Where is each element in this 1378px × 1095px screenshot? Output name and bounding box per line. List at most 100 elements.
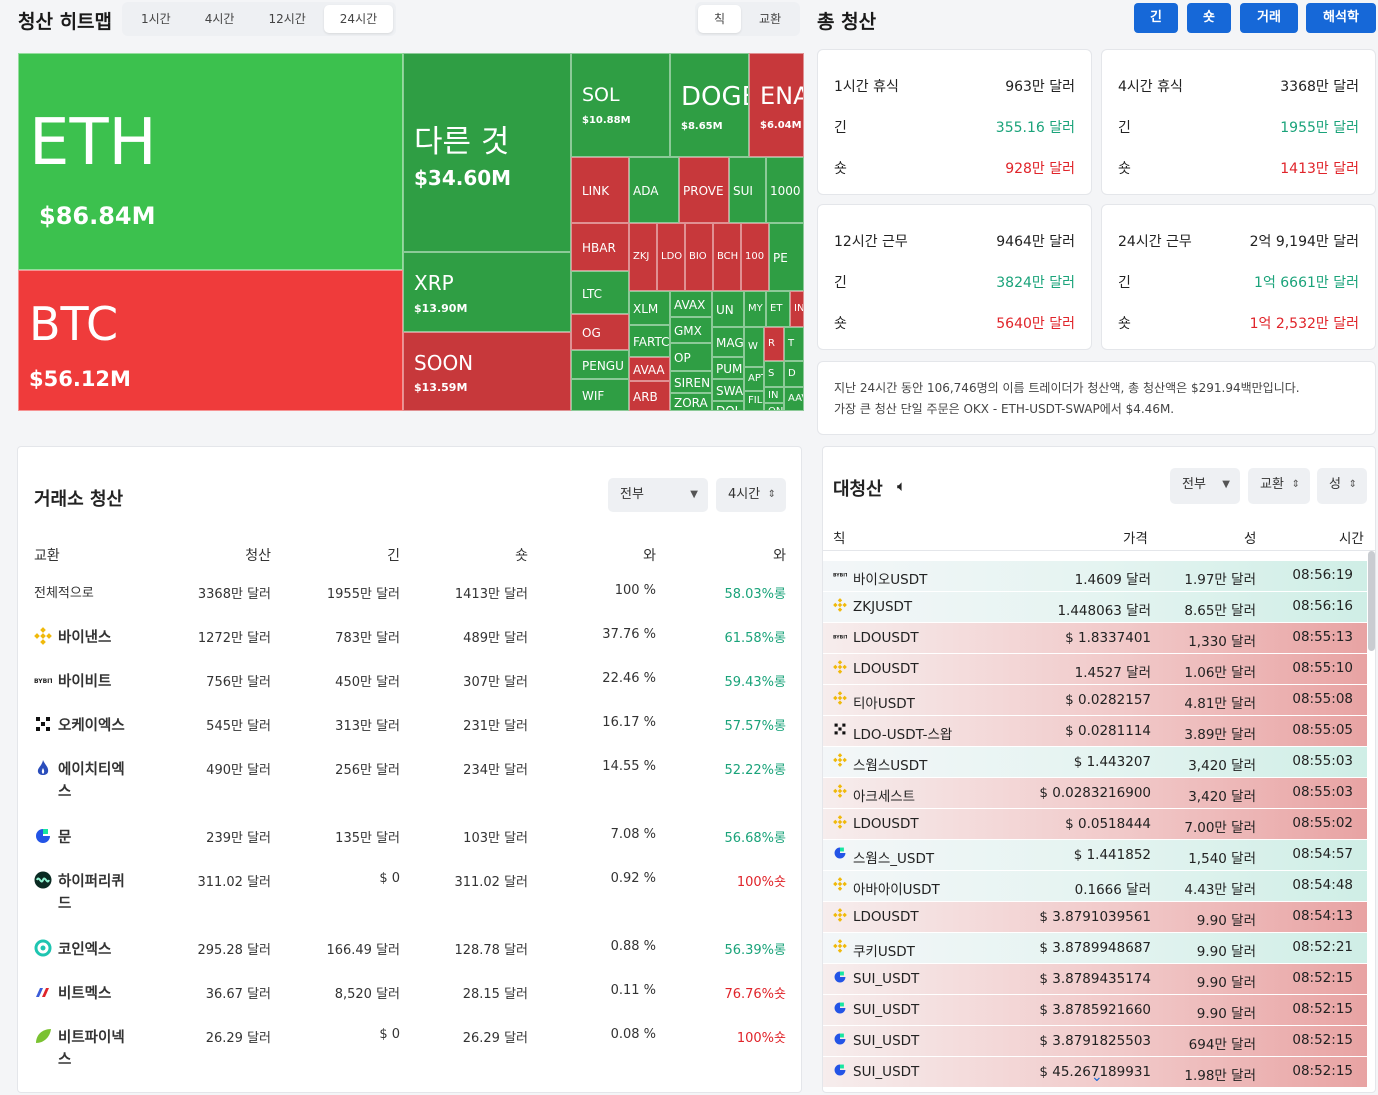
tab-1h[interactable]: 1시간 [141, 12, 171, 26]
tile-small-9[interactable]: BCH [713, 223, 741, 291]
list-item[interactable]: LDOUSDT $ 0.0518444 7.00만 달러 08:55:02 [823, 809, 1367, 840]
list-item[interactable]: LDOUSDT 1.4527 달러 1.06만 달러 08:55:10 [823, 654, 1367, 685]
tile-small-8[interactable]: BIO [685, 223, 713, 291]
table-row[interactable]: 에이치티엑스 490만 달러 256만 달러 234만 달러 14.55 % 5… [34, 751, 786, 819]
tile-small-30[interactable]: S [764, 361, 784, 387]
table-row[interactable]: 오케이엑스 545만 달러 313만 달러 231만 달러 16.17 % 57… [34, 707, 786, 751]
tile-small-7[interactable]: LDO [657, 223, 685, 291]
tab-12h[interactable]: 12시간 [268, 12, 306, 26]
tile-soon[interactable]: SOON $13.59M [403, 332, 571, 411]
tile-small-18[interactable]: IN [790, 291, 804, 327]
tile-eth[interactable]: ETH $86.84M [18, 53, 403, 270]
tile-small-27[interactable]: OP [670, 343, 712, 371]
list-item[interactable]: SUI_USDT $ 3.8791825503 694만 달러 08:52:15 [823, 1026, 1367, 1057]
tile-other[interactable]: 다른 것 $34.60M [403, 53, 571, 252]
tile-small-16[interactable]: MY [744, 291, 766, 327]
toggle-coin[interactable]: 칙 [698, 5, 742, 33]
tile-small-20[interactable]: FARTC [629, 325, 670, 357]
list-item[interactable]: 티아USDT $ 0.0282157 4.81만 달러 08:55:08 [823, 685, 1367, 716]
list-item[interactable]: BYBIT 바이오USDT 1.4609 달러 1.97만 달러 08:56:1… [823, 561, 1367, 592]
tile-small-11[interactable]: PE [769, 223, 804, 291]
tile-small-32[interactable]: AVAA [629, 357, 670, 381]
table-row[interactable]: 문 239만 달러 135만 달러 103만 달러 7.08 % 56.68%롱 [34, 819, 786, 863]
table-row[interactable]: 코인엑스 295.28 달러 166.49 달러 128.78 달러 0.88 … [34, 931, 786, 975]
tile-small-34[interactable]: SWA [712, 379, 744, 401]
list-item[interactable]: 아크세스트 $ 0.0283216900 3,420 달러 08:55:03 [823, 778, 1367, 809]
table-row[interactable]: 전체적으로 3368만 달러 1955만 달러 1413만 달러 100 % 5… [34, 575, 786, 619]
tile-small-36[interactable]: IN [764, 387, 784, 403]
list-item[interactable]: LDOUSDT $ 3.8791039561 9.90 달러 08:54:13 [823, 902, 1367, 933]
tile-small-28[interactable]: PUM [712, 357, 744, 379]
tile-small-25[interactable]: T [784, 327, 804, 361]
tile-small-42[interactable]: AAV [784, 387, 804, 411]
tile-small-41[interactable]: ON [764, 403, 784, 411]
tile-small-15[interactable]: UN [712, 291, 744, 327]
tile-xrp[interactable]: XRP $13.90M [403, 252, 571, 332]
list-item[interactable]: 아바아이USDT 0.1666 달러 4.43만 달러 08:54:48 [823, 871, 1367, 902]
tile-small-14[interactable]: AVAX [670, 291, 712, 317]
big-exchange-select[interactable]: 교환 ⇕ [1248, 468, 1310, 504]
table-row[interactable]: 비트멕스 36.67 달러 8,520 달러 28.15 달러 0.11 % 7… [34, 975, 786, 1019]
table-row[interactable]: 바이낸스 1272만 달러 783만 달러 489만 달러 37.76 % 61… [34, 619, 786, 663]
tab-4h[interactable]: 4시간 [204, 12, 235, 26]
list-item[interactable]: ZKJUSDT 1.448063 달러 8.65만 달러 08:56:16 [823, 592, 1367, 623]
tile-small-4[interactable]: 1000 [766, 157, 804, 223]
tile-small-0[interactable]: LINK [571, 157, 629, 223]
tile-small-1[interactable]: ADA [629, 157, 679, 223]
short-button[interactable]: 숏 [1187, 3, 1231, 33]
mute-icon[interactable]: 🔈︎ [897, 477, 907, 495]
list-item[interactable]: SUI_USDT $ 45.267189931 1.98만 달러 08:52:1… [823, 1057, 1367, 1088]
big-side-select[interactable]: 성 ⇕ [1317, 468, 1367, 504]
period-select[interactable]: 4시간 ⇕ [716, 478, 786, 512]
list-item[interactable]: LDO-USDT-스왑 $ 0.0281114 3.89만 달러 08:55:0… [823, 716, 1367, 747]
tile-small-2[interactable]: PROVE [679, 157, 729, 223]
tile-small-26[interactable]: PENGU [571, 350, 629, 379]
tile-small-5[interactable]: HBAR [571, 223, 629, 271]
list-item[interactable]: SUI_USDT $ 3.8789435174 9.90 달러 08:52:15 [823, 964, 1367, 995]
tile-small-38[interactable]: ARB [629, 381, 670, 411]
tile-small-33[interactable]: SIREN [670, 371, 712, 393]
tile-small-23[interactable]: W [744, 327, 764, 367]
tile-small-29[interactable]: APT [744, 367, 764, 391]
toggle-exchange[interactable]: 교환 [759, 12, 782, 26]
tile-small-35[interactable]: FIL [744, 391, 764, 411]
table-row[interactable]: 하이퍼리퀴드 311.02 달러 $ 0 311.02 달러 0.92 % 10… [34, 863, 786, 931]
trade-button[interactable]: 거래 [1240, 3, 1298, 33]
tile-small-24[interactable]: R [764, 327, 784, 361]
tile-small-19[interactable]: OG [571, 314, 629, 350]
table-row[interactable]: 비트파이넥스 26.29 달러 $ 0 26.29 달러 0.08 % 100%… [34, 1019, 786, 1087]
list-item[interactable]: 스웜스USDT $ 1.443207 3,420 달러 08:55:03 [823, 747, 1367, 778]
tile-small-3[interactable]: SUI [729, 157, 766, 223]
tile-small-40[interactable]: DOL [712, 401, 744, 411]
time-cell: 08:56:16 [1292, 598, 1353, 614]
list-item[interactable]: SUI_USDT $ 3.8785921660 9.90 달러 08:52:15 [823, 995, 1367, 1026]
tile-small-10[interactable]: 100 [741, 223, 769, 291]
list-item[interactable]: 스웜스_USDT $ 1.441852 1,540 달러 08:54:57 [823, 840, 1367, 871]
list-item[interactable]: 쿠키USDT $ 3.8789948687 9.90 달러 08:52:21 [823, 933, 1367, 964]
tile-sol[interactable]: SOL $10.88M [571, 53, 670, 157]
tile-small-39[interactable]: ZORA [670, 393, 712, 411]
tile-small-6[interactable]: ZKJ [629, 223, 657, 291]
liq-cell: 1272만 달러 [197, 631, 271, 646]
tab-24h[interactable]: 24시간 [323, 5, 394, 33]
table-row[interactable]: BYBIT 바이비트 756만 달러 450만 달러 307만 달러 22.46 … [34, 663, 786, 707]
tile-doge[interactable]: DOGE $8.65M [670, 53, 749, 157]
tile-small-22[interactable]: MAG [712, 327, 744, 357]
long-button[interactable]: 긴 [1134, 3, 1178, 33]
list-item[interactable]: BYBIT LDOUSDT $ 1.8337401 1,330 달러 08:55… [823, 623, 1367, 654]
tile-ena[interactable]: ENA $6.04M [749, 53, 804, 157]
long-cell: 450만 달러 [335, 675, 400, 690]
tile-small-12[interactable]: LTC [571, 271, 629, 314]
tile-small-13[interactable]: XLM [629, 291, 670, 325]
tile-small-37[interactable]: WIF [571, 379, 629, 411]
chevron-down-icon[interactable]: ⌄ [1091, 1069, 1103, 1085]
exchange-filter-select[interactable]: 전부 ▼ [608, 478, 708, 512]
analytics-button[interactable]: 해석학 [1306, 3, 1376, 33]
scrollbar-thumb[interactable] [1368, 551, 1375, 651]
tile-small-31[interactable]: D [784, 361, 804, 387]
tile-small-21[interactable]: GMX [670, 317, 712, 343]
gate-icon [833, 1063, 847, 1077]
big-filter-select[interactable]: 전부 ▼ [1170, 468, 1240, 504]
tile-btc[interactable]: BTC $56.12M [18, 270, 403, 411]
tile-small-17[interactable]: ET [766, 291, 790, 327]
